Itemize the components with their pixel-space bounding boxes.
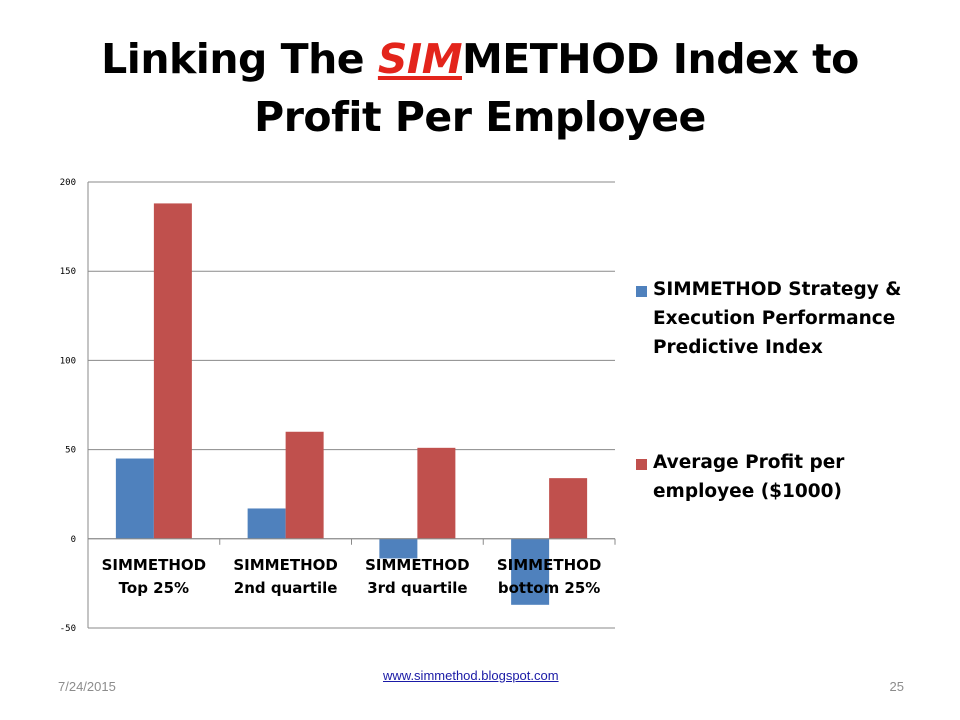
y-tick-label: 200 [60,178,76,188]
legend-label-line: Average Profit per [653,452,845,473]
y-tick-label: 50 [65,446,76,456]
bar-index [379,538,418,559]
y-tick-label: 150 [60,267,76,277]
category-label: SIMMETHOD [365,556,469,574]
y-tick-label: 0 [71,535,76,545]
bar-profit [153,203,192,539]
bar-index [511,538,550,605]
category-label: bottom 25% [498,579,600,597]
title-accent: SIM [377,35,463,83]
category-label: 3rd quartile [367,579,467,597]
legend-item: SIMMETHOD Strategy & Execution Performanc… [636,275,923,362]
legend-label: SIMMETHOD Strategy & Execution Performanc… [653,275,923,362]
title-prefix: Linking The [101,35,378,83]
bar-profit [549,478,588,539]
bar-index [247,508,286,539]
legend-label: Average Profit per employee ($1000) [653,448,923,506]
bar-profit [417,447,456,539]
category-label: SIMMETHOD [497,556,601,574]
slide-title: Linking The SIMMETHOD Index to Profit Pe… [40,30,920,146]
y-tick-label: 100 [60,356,76,366]
legend-label-line: SIMMETHOD Strategy & [653,279,902,300]
footer-date: 7/24/2015 [58,679,116,694]
category-label: SIMMETHOD [233,556,337,574]
footer-link[interactable]: www.simmethod.blogspot.com [383,668,559,683]
page-number: 25 [889,679,904,694]
legend-item: Average Profit per employee ($1000) [636,448,923,506]
category-label: 2nd quartile [234,579,338,597]
legend-swatch [636,286,647,297]
legend-swatch [636,459,647,470]
bar-index [115,458,154,539]
y-tick-label: -50 [60,624,76,634]
bar-profit [285,431,324,539]
legend-label-line: Execution Performance [653,308,896,329]
category-label: Top 25% [119,579,189,597]
legend-label-line: employee ($1000) [653,481,842,502]
legend-label-line: Predictive Index [653,337,823,358]
title-rest: METHOD Index to Profit Per Employee [254,35,859,141]
category-label: SIMMETHOD [102,556,206,574]
